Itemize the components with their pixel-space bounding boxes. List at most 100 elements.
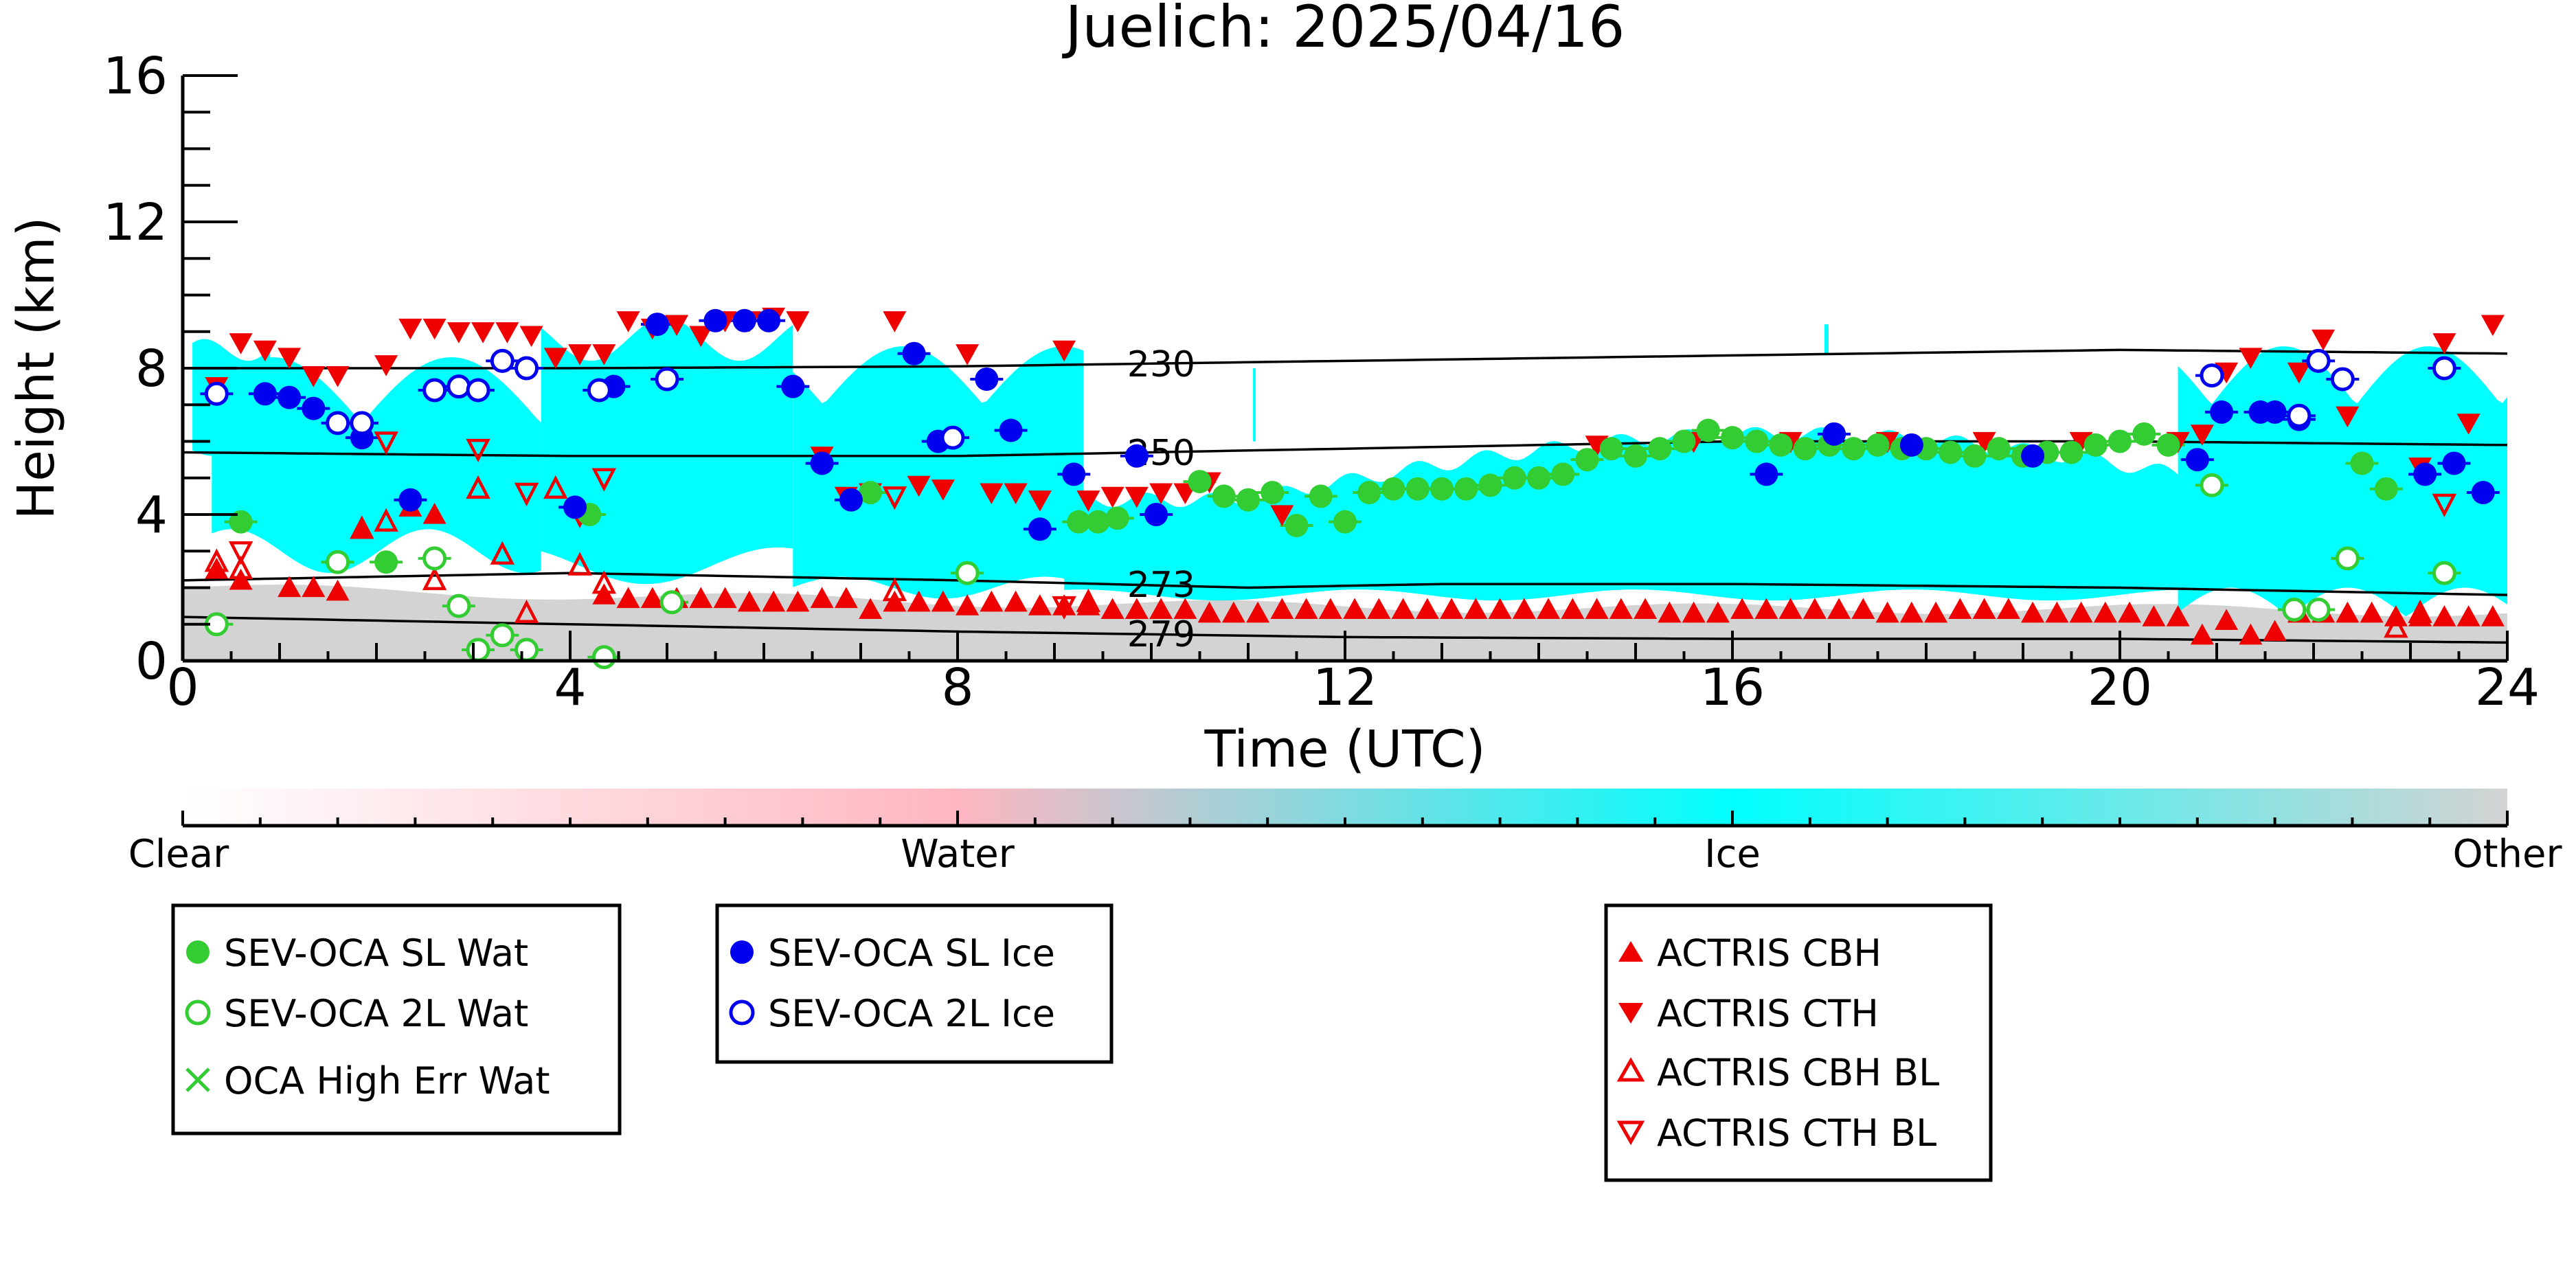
actris-cth-point (1028, 490, 1052, 512)
sev-oca-sl-wat-point (1696, 418, 1720, 442)
actris-cth-point (689, 326, 713, 348)
sev-oca-sl-ice-point (1125, 444, 1149, 468)
sev-oca-sl-ice-point (810, 451, 834, 475)
actris-cbh-bl-point (466, 475, 490, 499)
sev-oca-sl-wat-point (1333, 510, 1357, 534)
actris-cth-bl-point (2432, 493, 2457, 517)
actris-cbh-point (1028, 594, 1052, 615)
actris-cbh-point (592, 583, 616, 605)
x-axis-label: Time (UTC) (1204, 720, 1485, 779)
actris-cbh-bl-point (228, 555, 253, 580)
actris-cbh-point (2215, 609, 2239, 631)
actris-cbh-point (229, 568, 253, 590)
sev-oca-sl-wat-point (1502, 466, 1526, 490)
sev-oca-sl-ice-point (975, 367, 999, 391)
actris-cbh-bl-point (374, 508, 398, 532)
sev-oca-sl-wat-point (1285, 513, 1309, 537)
legend-marker-cth-bl (1616, 1120, 1645, 1146)
actris-cbh-point (2093, 601, 2117, 623)
actris-cth-point (229, 333, 253, 354)
sev-oca-sl-wat-point (1599, 437, 1623, 461)
sev-oca-sl-wat-point (1105, 506, 1129, 530)
actris-cbh-point (689, 587, 713, 609)
sev-oca-sl-ice-point (563, 495, 587, 519)
actris-cth-point (1149, 483, 1173, 505)
actris-cth-point (253, 340, 277, 362)
sev-oca-sl-ice-point (2263, 400, 2287, 424)
actris-cth-point (1270, 505, 1294, 526)
sev-oca-sl-wat-point (1527, 466, 1550, 490)
actris-cth-point (422, 318, 447, 340)
actris-cbh-point (1634, 598, 1658, 620)
x-tick-label: 4 (554, 658, 586, 717)
y-tick-label: 16 (103, 47, 168, 106)
actris-cbh-point (1415, 598, 1439, 620)
sev-oca-sl-wat-point (1357, 481, 1381, 505)
sev-oca-sl-ice-point (1062, 462, 1086, 486)
legend-label-cbh-bl: ACTRIS CBH BL (1657, 1051, 1939, 1094)
sev-oca-sl-ice-point (757, 308, 781, 332)
actris-cbh-bl-point (350, 515, 374, 539)
actris-cth-point (2456, 414, 2481, 435)
sev-oca-2l-ice-point (326, 411, 350, 436)
actris-cth-point (616, 311, 640, 332)
legend-label-higherr-wat: OCA High Err Wat (224, 1059, 550, 1103)
actris-cbh-bl-point (490, 541, 515, 565)
legend-marker-sl-wat (186, 940, 210, 964)
actris-cbh-point (1875, 601, 1899, 623)
chart-title: Juelich: 2025/04/16 (1062, 0, 1625, 60)
actris-cbh-bl-point (1076, 588, 1101, 613)
actris-cbh-point (1270, 598, 1294, 620)
actris-cbh-point (2360, 601, 2384, 623)
actris-cbh-point (2190, 623, 2214, 645)
sev-oca-sl-wat-point (1430, 477, 1454, 501)
actris-cth-point (2432, 333, 2456, 354)
actris-cth-point (1125, 486, 1149, 508)
sev-oca-2l-wat-point (490, 623, 515, 648)
actris-cbh-point (1173, 598, 1197, 620)
actris-cbh-bl-point (422, 566, 447, 591)
sev-oca-2l-wat-point (955, 561, 980, 585)
actris-cbh-point (1100, 598, 1125, 620)
mask-streak (1253, 368, 1256, 442)
actris-cth-point (398, 318, 422, 340)
actris-cbh-point (1754, 598, 1778, 620)
x-tick-label: 24 (2475, 658, 2540, 717)
legend-label-sl-wat: SEV-OCA SL Wat (224, 931, 528, 975)
actris-cth-point (786, 311, 810, 332)
sev-oca-sl-wat-point (1939, 440, 1963, 464)
isotherm-230 (183, 348, 2508, 370)
sev-oca-2l-ice-point (2200, 363, 2224, 388)
colorbar-label-ice: Ice (1704, 832, 1761, 877)
sev-oca-sl-wat-point (1381, 477, 1405, 501)
sev-oca-sl-ice-point (2210, 400, 2234, 424)
sev-oca-sl-wat-point (1793, 437, 1817, 461)
actris-cbh-point (1706, 601, 1730, 623)
sev-oca-sl-ice-point (1822, 422, 1846, 446)
sev-oca-sl-ice-point (253, 382, 277, 406)
actris-cbh-point (810, 587, 834, 609)
legend-marker-sl-ice (730, 940, 754, 964)
actris-cbh-point (737, 590, 761, 612)
actris-cbh-point (1778, 598, 1803, 620)
sev-oca-sl-ice-point (2021, 444, 2045, 468)
sev-oca-sl-wat-point (1405, 477, 1430, 501)
sev-oca-sl-ice-point (902, 341, 926, 365)
actris-cbh-bl-point (882, 577, 907, 602)
actris-cth-point (592, 344, 616, 365)
actris-cbh-point (931, 590, 955, 612)
actris-cth-point (1100, 486, 1125, 508)
sev-oca-2l-ice-point (655, 367, 679, 392)
actris-cbh-point (1512, 598, 1536, 620)
legend-label-2l-ice: SEV-OCA 2L Ice (768, 992, 1055, 1035)
actris-cth-point (1052, 340, 1076, 362)
sev-oca-2l-wat-point (2432, 561, 2456, 585)
actris-cbh-point (2336, 601, 2360, 623)
actris-cth-point (2336, 406, 2360, 428)
actris-cbh-point (1730, 598, 1754, 620)
actris-cbh-point (2069, 601, 2093, 623)
sev-oca-sl-wat-point (1551, 462, 1575, 486)
legend-label-sl-ice: SEV-OCA SL Ice (768, 931, 1055, 975)
sev-oca-sl-ice-point (398, 488, 422, 512)
actris-cbh-point (1827, 598, 1851, 620)
